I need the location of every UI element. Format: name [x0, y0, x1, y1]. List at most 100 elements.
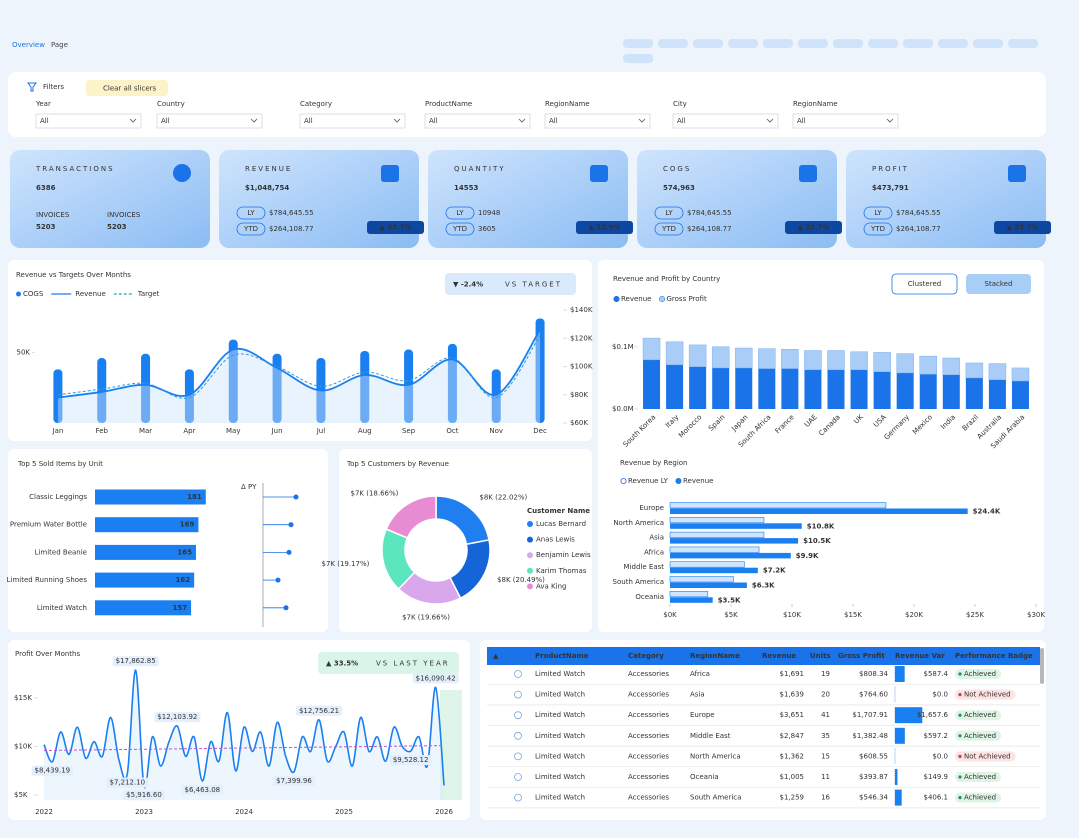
page-title: Overview Page	[12, 41, 68, 49]
delta-label: Δ PY	[241, 483, 257, 491]
bar	[535, 318, 545, 423]
badge-dot	[958, 713, 962, 717]
bar	[670, 552, 791, 559]
toggle-label: Stacked	[985, 280, 1013, 288]
chevron	[393, 118, 401, 123]
bar	[95, 544, 196, 560]
value-label: $7K (18.66%)	[350, 489, 398, 497]
bar	[53, 369, 63, 423]
x-tick-label: $20K	[905, 611, 923, 619]
kpi-sub-value: 5203	[36, 223, 56, 231]
chart-title: Top 5 Sold Items by Unit	[17, 460, 103, 468]
bar-segment	[758, 348, 776, 369]
bar-segment	[850, 369, 868, 409]
kpi-value: 574,963	[663, 184, 695, 192]
cell: $587.4	[924, 670, 949, 678]
databar	[895, 666, 905, 682]
legend-swatch	[16, 291, 21, 297]
kpi-pill	[236, 206, 266, 220]
x-tick-label: 2025	[335, 808, 353, 816]
slicer-box[interactable]	[156, 113, 263, 129]
slicer-box[interactable]	[792, 113, 899, 129]
kpi-pill	[236, 222, 266, 236]
bar-segment	[804, 369, 822, 409]
cell: $149.9	[924, 773, 949, 781]
legend-label: Revenue	[683, 477, 714, 485]
bar-segment	[735, 347, 753, 369]
value-label: $10.8K	[807, 522, 835, 530]
value-label: $8,439.19	[35, 767, 71, 775]
cell: $406.1	[924, 794, 949, 802]
slicer-box[interactable]	[424, 113, 531, 129]
badge-label: Achieved	[964, 670, 996, 678]
x-tick-label: Mar	[139, 427, 152, 435]
cell: Accessories	[628, 773, 669, 781]
badge-label: Achieved	[964, 732, 996, 740]
cell: $1,691	[780, 670, 805, 678]
kpi-row-value: $264,108.77	[269, 225, 314, 233]
cell: Africa	[690, 670, 710, 678]
cell: Accessories	[628, 794, 669, 802]
bar-segment	[688, 344, 707, 367]
cell: $0.0	[932, 691, 948, 699]
kpi-badge	[576, 221, 633, 234]
badge-pill	[955, 669, 1002, 679]
toggle-button[interactable]	[966, 274, 1031, 294]
placeholder-pills	[623, 39, 1038, 63]
filter-icon	[27, 82, 37, 92]
x-tick-label: $10K	[783, 611, 801, 619]
cell: 20	[821, 691, 830, 699]
value-label-bg	[389, 755, 432, 766]
kpi-icon	[381, 165, 399, 182]
cell: South America	[690, 794, 741, 802]
bar-segment	[689, 366, 707, 409]
cell: Oceania	[690, 773, 719, 781]
kpi-row-value: $264,108.77	[687, 225, 732, 233]
x-tick-label: 2024	[235, 808, 253, 816]
bar	[272, 353, 282, 423]
slicer-box[interactable]	[672, 113, 779, 129]
cell: $393.87	[859, 773, 888, 781]
bar-segment	[804, 350, 822, 371]
y-tick-label: Europe	[639, 504, 664, 512]
y2-tick-label: $60K	[570, 419, 588, 427]
kpi-label: PROFIT	[872, 165, 909, 173]
value-label: 181	[187, 493, 202, 501]
column-header: Units	[810, 652, 831, 660]
cell: $608.55	[859, 752, 888, 760]
area	[57, 329, 541, 423]
legend-swatch	[620, 477, 627, 484]
bar-segment	[919, 355, 937, 375]
legend-label: COGS	[23, 290, 44, 298]
bar	[95, 572, 195, 588]
value-label: $16,090.42	[416, 674, 456, 682]
databar	[895, 707, 923, 724]
value-label-bg	[31, 765, 74, 776]
slicer-label: RegionName	[545, 100, 590, 108]
toggle-button[interactable]	[891, 273, 958, 295]
y-tick-label: Africa	[644, 548, 664, 556]
kpi-label: REVENUE	[245, 165, 292, 173]
clear-button[interactable]	[86, 80, 168, 96]
bar	[95, 517, 199, 533]
slicer-box[interactable]	[544, 113, 651, 129]
cell: $1,362	[780, 752, 805, 760]
badge-dot	[958, 672, 962, 676]
slicer-box[interactable]	[35, 113, 142, 129]
x-tick-label: 2022	[35, 808, 53, 816]
legend-label: Revenue LY	[628, 477, 669, 485]
legend-swatch	[527, 583, 533, 590]
bar-segment	[665, 341, 684, 366]
value-label: $8K (22.02%)	[479, 494, 527, 502]
y-tick-label: $0.0M	[612, 405, 634, 413]
y-tick-label: Premium Water Bottle	[10, 521, 87, 529]
slicer-value: All	[549, 117, 558, 125]
cell: Accessories	[628, 670, 669, 678]
badge-pill	[955, 689, 1016, 700]
bar	[670, 582, 747, 588]
lollipop-dot	[293, 494, 299, 500]
panel	[8, 260, 592, 441]
slicer-box[interactable]	[299, 113, 406, 129]
bar-segment	[827, 350, 845, 371]
